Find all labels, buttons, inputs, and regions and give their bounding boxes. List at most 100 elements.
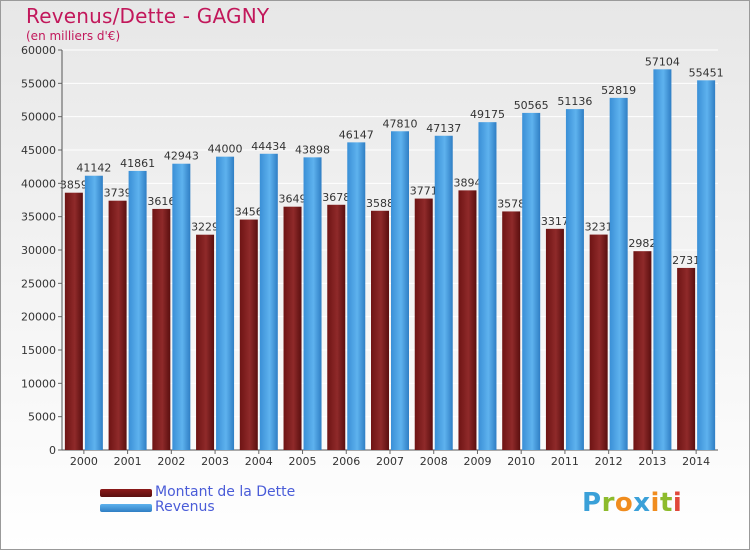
value-label-dette: 3231 [585, 221, 613, 234]
bar-revenus [84, 175, 103, 450]
bar-revenus [653, 69, 672, 450]
legend-swatch-dette [100, 489, 152, 497]
bar-dette [545, 228, 564, 450]
logo-letter: P [582, 488, 602, 518]
value-label-revenus: 52819 [601, 84, 636, 97]
y-tick-label: 20000 [21, 311, 56, 324]
bar-dette [239, 219, 258, 450]
legend-swatch-revenus [100, 504, 152, 512]
x-tick-label: 2011 [551, 455, 579, 468]
bar-revenus [347, 142, 366, 450]
y-tick-label: 40000 [21, 177, 56, 190]
x-tick-label: 2004 [245, 455, 273, 468]
bar-dette [633, 251, 652, 450]
x-tick-label: 2000 [70, 455, 98, 468]
bar-revenus [697, 80, 716, 451]
y-tick-label: 55000 [21, 77, 56, 90]
logo-letter: t [659, 488, 673, 518]
y-tick-label: 45000 [21, 144, 56, 157]
value-label-revenus: 55451 [689, 66, 724, 79]
y-tick-label: 60000 [21, 44, 56, 57]
value-label-dette: 3894 [453, 176, 481, 189]
y-tick-label: 50000 [21, 111, 56, 124]
value-label-revenus: 46147 [339, 128, 374, 141]
logo-letter: o [614, 488, 634, 518]
legend-label-dette: Montant de la Dette [155, 484, 296, 500]
x-tick-label: 2010 [507, 455, 535, 468]
bar-dette [589, 234, 608, 450]
x-tick-label: 2013 [638, 455, 666, 468]
logo-letter: r [601, 488, 615, 518]
x-tick-label: 2014 [682, 455, 710, 468]
value-label-revenus: 44434 [251, 140, 286, 153]
bar-revenus [259, 153, 278, 451]
value-label-revenus: 47137 [426, 122, 461, 135]
proxiti-logo: Proxiti [582, 488, 682, 518]
bar-revenus [172, 163, 191, 451]
value-label-revenus: 57104 [645, 55, 680, 68]
y-tick-label: 30000 [21, 244, 56, 257]
bar-revenus [128, 170, 147, 450]
bar-dette [196, 234, 215, 450]
legend-item-dette: Montant de la Dette [100, 484, 400, 502]
bar-revenus [609, 97, 628, 450]
value-label-revenus: 47810 [383, 117, 418, 130]
x-tick-label: 2005 [289, 455, 317, 468]
value-label-dette: 3739 [104, 187, 132, 200]
bar-revenus [391, 131, 409, 450]
value-label-revenus: 42943 [164, 150, 199, 163]
bar-dette [414, 198, 433, 450]
bar-revenus [478, 122, 497, 451]
bar-dette [108, 200, 127, 450]
logo-letter: x [633, 488, 651, 518]
legend-label-revenus: Revenus [155, 499, 215, 515]
value-label-dette: 2982 [628, 237, 656, 250]
value-label-revenus: 43898 [295, 143, 330, 156]
value-label-dette: 3588 [366, 197, 394, 210]
value-label-revenus: 51136 [557, 95, 592, 108]
value-label-revenus: 50565 [514, 99, 549, 112]
bar-dette [283, 206, 302, 450]
value-label-dette: 3616 [147, 195, 175, 208]
x-tick-label: 2001 [114, 455, 142, 468]
value-label-dette: 3317 [541, 215, 569, 228]
bar-revenus [565, 109, 584, 451]
value-label-dette: 3771 [410, 185, 438, 198]
value-label-dette: 3678 [322, 191, 350, 204]
chart-subtitle: (en milliers d'€) [26, 29, 121, 43]
value-label-revenus: 41142 [76, 162, 111, 175]
bar-dette [152, 208, 171, 450]
logo-letter: i [650, 488, 660, 518]
bar-dette [371, 210, 389, 450]
x-tick-label: 2002 [157, 455, 185, 468]
x-tick-label: 2007 [376, 455, 404, 468]
x-tick-label: 2003 [201, 455, 229, 468]
y-tick-label: 5000 [28, 411, 56, 424]
value-label-dette: 3229 [191, 221, 219, 234]
bar-dette [502, 211, 521, 450]
value-label-revenus: 41861 [120, 157, 155, 170]
y-tick-label: 0 [49, 444, 56, 457]
bar-revenus [522, 112, 541, 451]
bar-dette [327, 204, 346, 450]
value-label-dette: 2731 [672, 254, 700, 267]
y-tick-label: 15000 [21, 344, 56, 357]
x-tick-label: 2008 [420, 455, 448, 468]
logo-letter: i [672, 488, 683, 518]
bar-revenus [216, 156, 235, 450]
value-label-revenus: 44000 [208, 143, 243, 156]
y-tick-label: 35000 [21, 211, 56, 224]
y-tick-label: 10000 [21, 377, 56, 390]
value-label-dette: 3649 [279, 193, 307, 206]
bar-revenus [303, 157, 322, 450]
chart-title: Revenus/Dette - GAGNY [26, 4, 270, 28]
bar-dette [677, 267, 696, 450]
bar-revenus [434, 135, 453, 450]
x-tick-label: 2006 [332, 455, 360, 468]
bar-dette [458, 190, 477, 450]
y-tick-label: 25000 [21, 277, 56, 290]
value-label-dette: 3859 [60, 179, 88, 192]
value-label-dette: 3578 [497, 197, 525, 210]
value-label-revenus: 49175 [470, 108, 505, 121]
